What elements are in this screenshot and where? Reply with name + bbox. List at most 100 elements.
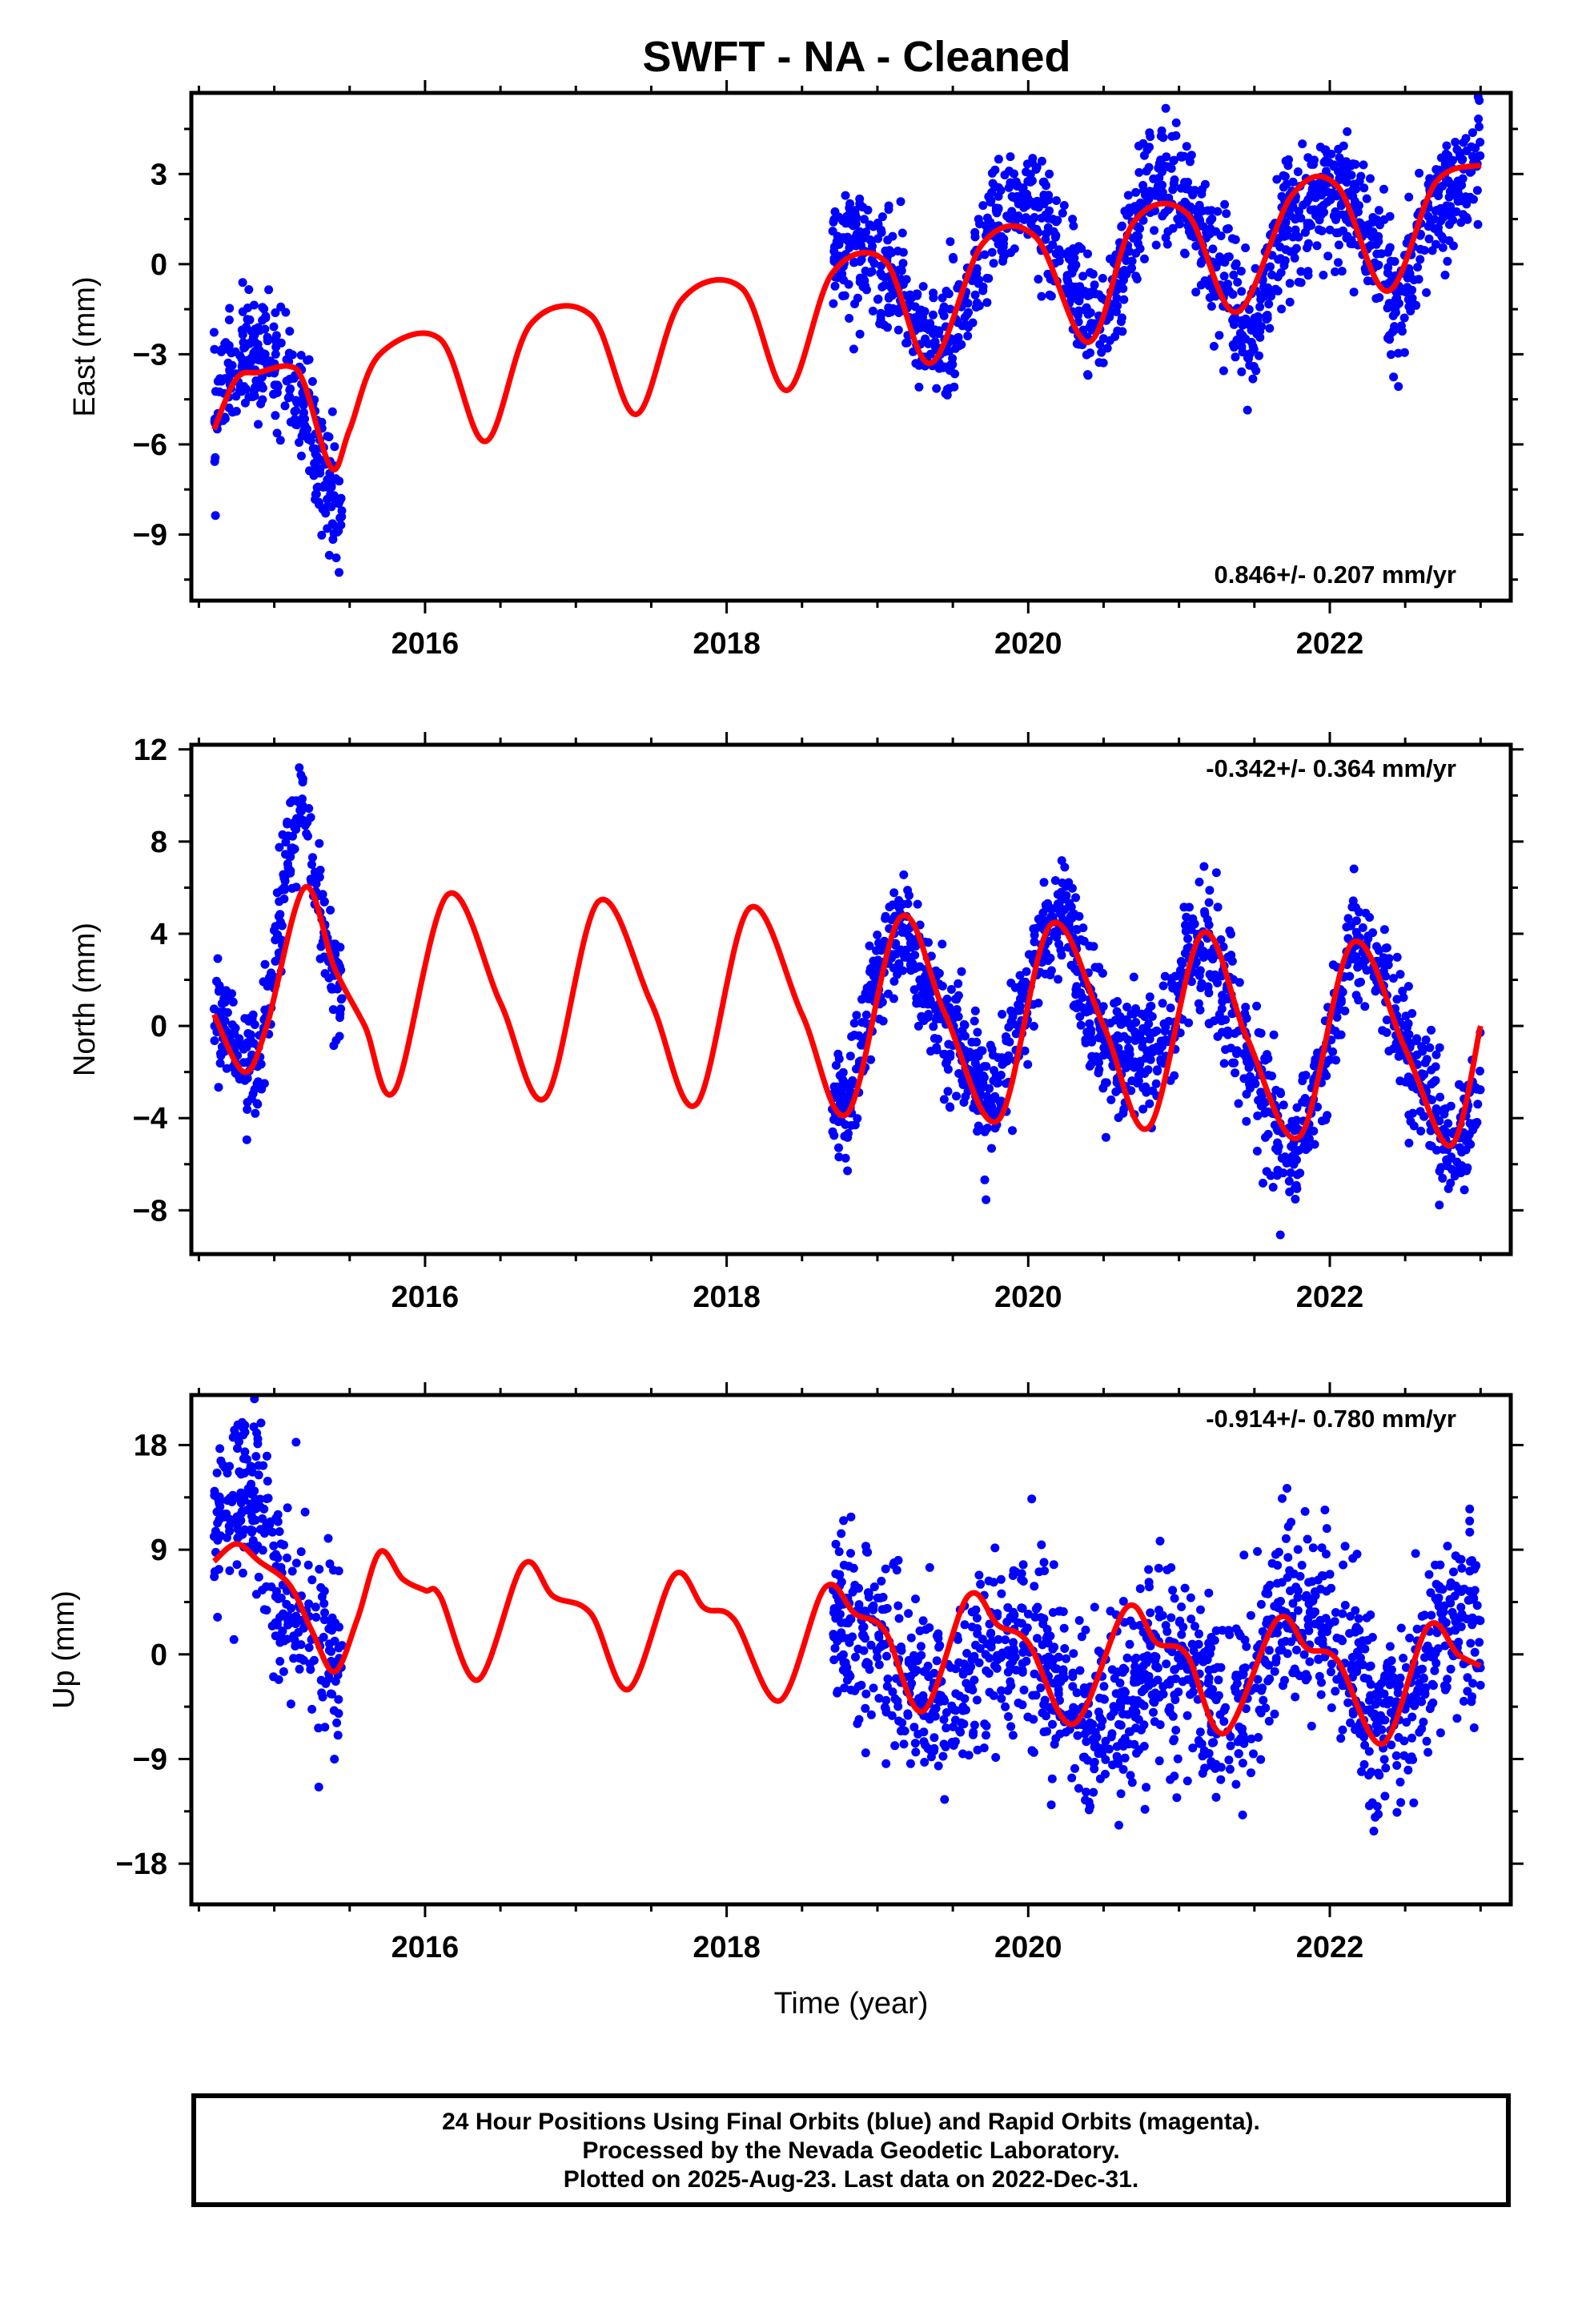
data-point: [997, 1694, 1006, 1703]
data-point: [311, 1613, 321, 1622]
data-point: [253, 340, 263, 349]
data-point: [939, 1739, 949, 1749]
data-point: [1129, 234, 1138, 243]
data-point: [251, 1108, 260, 1118]
data-point: [843, 1096, 852, 1105]
data-point: [330, 442, 339, 452]
data-point: [1271, 1658, 1281, 1667]
data-point: [857, 995, 866, 1004]
data-point: [1316, 188, 1325, 198]
data-point: [1342, 178, 1351, 187]
data-point: [249, 1422, 259, 1432]
data-point: [213, 1612, 223, 1622]
data-point: [1456, 1602, 1466, 1612]
data-point: [1214, 1014, 1223, 1023]
data-point: [1180, 1583, 1190, 1593]
data-point: [994, 155, 1003, 164]
data-point: [996, 1071, 1006, 1080]
axes-frame: [189, 742, 1513, 1256]
data-point: [1023, 1059, 1033, 1069]
data-point: [1238, 1810, 1247, 1819]
data-point: [337, 506, 347, 516]
data-point: [1168, 185, 1178, 195]
data-point: [1283, 1484, 1291, 1493]
data-point: [833, 1049, 843, 1059]
data-point: [940, 1795, 950, 1804]
data-point: [1198, 206, 1207, 215]
data-point: [1042, 1711, 1050, 1721]
data-point: [913, 1021, 923, 1031]
data-point: [296, 351, 306, 360]
data-point: [1134, 141, 1143, 151]
data-point: [906, 1633, 916, 1642]
data-point: [926, 349, 935, 359]
data-point: [876, 1594, 885, 1602]
data-point: [243, 1385, 251, 1394]
data-point: [1142, 1651, 1152, 1661]
data-point: [1113, 1755, 1122, 1764]
data-point: [1334, 240, 1343, 250]
x-tick-label: 2018: [693, 627, 761, 661]
data-point: [970, 227, 980, 237]
data-point: [1357, 1767, 1366, 1776]
data-point: [920, 1758, 930, 1767]
data-point: [1131, 187, 1141, 197]
data-point: [1074, 1616, 1084, 1625]
data-point: [235, 1075, 244, 1084]
data-point: [841, 1153, 850, 1163]
data-point: [1040, 1695, 1050, 1705]
data-point: [1348, 159, 1358, 168]
data-point: [1242, 1642, 1251, 1651]
data-point: [1185, 185, 1195, 195]
data-point: [314, 1723, 323, 1733]
data-point: [1194, 999, 1203, 1008]
data-point: [835, 1099, 845, 1108]
data-point: [335, 476, 344, 486]
data-point: [1073, 1731, 1082, 1740]
data-point: [275, 842, 284, 852]
data-point: [973, 1745, 982, 1755]
data-point: [1386, 1708, 1395, 1717]
data-point: [1058, 208, 1067, 218]
data-point: [244, 339, 254, 348]
data-point: [942, 287, 951, 296]
data-point: [1319, 1571, 1328, 1581]
data-point: [1176, 957, 1186, 966]
data-point: [1090, 1764, 1099, 1774]
data-point: [999, 234, 1009, 243]
data-point: [1043, 956, 1053, 965]
data-point: [1255, 1096, 1264, 1104]
data-point: [897, 1646, 906, 1655]
data-point: [930, 1743, 939, 1753]
data-point: [1234, 1749, 1243, 1759]
data-point: [291, 1437, 301, 1447]
data-point: [1069, 1649, 1078, 1659]
data-point: [1142, 145, 1152, 155]
data-point: [1340, 1006, 1350, 1015]
data-point: [1221, 1703, 1231, 1712]
data-point: [1312, 179, 1322, 189]
model-line: [211, 162, 1482, 472]
data-point: [286, 1699, 295, 1709]
data-point: [1307, 1721, 1316, 1731]
data-point: [278, 830, 287, 839]
data-point: [1315, 1584, 1325, 1594]
data-point: [892, 1566, 901, 1575]
data-point: [1043, 899, 1053, 908]
data-point: [242, 322, 251, 332]
data-point: [1180, 249, 1190, 259]
data-point: [1090, 280, 1099, 290]
data-point: [1039, 1558, 1049, 1567]
data-point: [224, 316, 234, 324]
data-point: [328, 1005, 338, 1015]
data-point: [1162, 162, 1171, 171]
data-point: [1154, 1563, 1163, 1573]
data-point: [1327, 1659, 1336, 1669]
data-point: [1303, 1534, 1312, 1544]
data-point: [1265, 324, 1275, 333]
data-point: [1215, 331, 1224, 340]
data-point: [215, 1515, 224, 1525]
data-point: [291, 396, 301, 405]
data-point: [307, 1575, 317, 1585]
data-point: [1118, 1663, 1128, 1673]
